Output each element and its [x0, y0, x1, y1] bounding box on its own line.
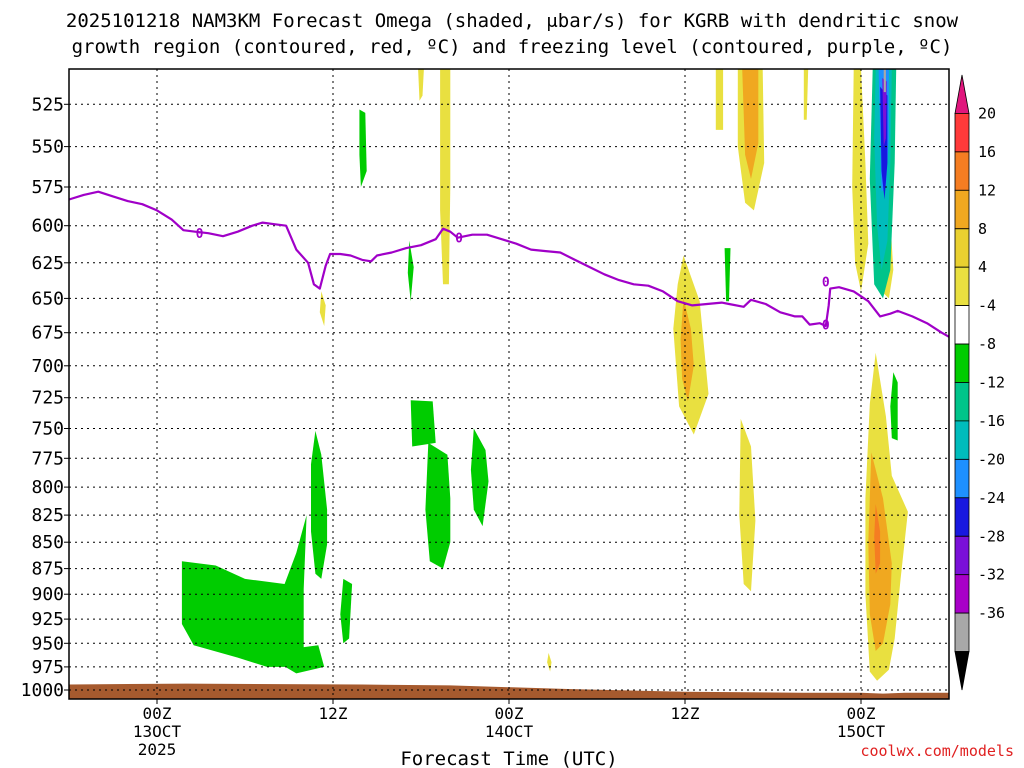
colorbar-bin	[954, 151, 970, 191]
colorbar-label: -8	[978, 335, 996, 353]
x-axis-label: Forecast Time (UTC)	[400, 748, 617, 768]
omega-region	[874, 504, 881, 574]
omega-region	[410, 400, 436, 447]
y-tick-label: 675	[31, 323, 64, 344]
y-tick-label: 775	[31, 448, 64, 469]
omega-region	[359, 109, 367, 187]
colorbar-label: 4	[978, 258, 987, 276]
colorbar-bin	[954, 420, 970, 460]
omega-region	[883, 69, 886, 93]
omega-region	[742, 69, 759, 179]
omega-region	[724, 248, 731, 302]
y-tick-label: 825	[31, 505, 64, 526]
omega-region	[407, 240, 414, 302]
colorbar-bin	[954, 535, 970, 576]
ground-fill	[69, 683, 949, 699]
omega-region	[882, 78, 887, 147]
freezing-level-label: 0	[455, 232, 463, 247]
colorbar-label: -32	[978, 566, 1005, 584]
y-tick-label: 950	[31, 633, 64, 654]
y-tick-label: 550	[31, 137, 64, 158]
colorbar-label: 16	[978, 143, 996, 161]
plot-area: 0 0 0 0	[68, 68, 950, 700]
colorbar-bin	[954, 189, 970, 230]
y-tick-label: 575	[31, 177, 64, 198]
colorbar-label: -24	[978, 489, 1005, 507]
omega-region	[340, 578, 353, 644]
x-tick-label: 12Z	[671, 704, 700, 723]
x-tick-label: 00Z	[495, 704, 524, 723]
colorbar-label: -16	[978, 412, 1005, 430]
ground-area	[69, 683, 949, 699]
colorbar-cap-bottom	[954, 651, 970, 691]
x-tick-label: 12Z	[319, 704, 348, 723]
colorbar-bin	[954, 343, 970, 383]
colorbar-label: -28	[978, 527, 1005, 545]
colorbar-cap-top	[954, 74, 970, 114]
freezing-level-line	[68, 190, 950, 338]
omega-region	[715, 69, 724, 130]
y-tick-label: 650	[31, 288, 64, 309]
freezing-level-label: 0	[822, 276, 830, 291]
credit-text: coolwx.com/models	[860, 742, 1014, 760]
y-tick-label: 875	[31, 559, 64, 580]
omega-region	[319, 291, 326, 326]
colorbar-bin	[954, 305, 970, 345]
x-tick-date: 14OCT	[485, 722, 534, 741]
y-tick-label: 800	[31, 477, 64, 498]
colorbar: 20 16 12 8 4 -4 -8 -12 -16 -20 -24 -28 -32 -36	[954, 74, 1005, 691]
y-tick-label: 1000	[21, 680, 64, 701]
colorbar-bin	[954, 113, 970, 153]
omega-region	[181, 515, 307, 667]
y-axis: 525 550 575 600 625 650 675 700 725 750 775 800 825 8…	[21, 94, 69, 701]
colorbar-label: -20	[978, 450, 1005, 468]
omega-region	[852, 69, 869, 292]
colorbar-bin	[954, 458, 970, 499]
colorbar-label: 20	[978, 104, 996, 122]
omega-region	[739, 418, 756, 592]
freezing-level-label: 0	[822, 319, 830, 334]
colorbar-bin	[954, 612, 970, 652]
x-tick-date: 15OCT	[837, 722, 886, 741]
x-tick-year: 2025	[138, 740, 177, 759]
y-tick-label: 725	[31, 388, 64, 409]
y-tick-label: 975	[31, 657, 64, 678]
chart-title-line2: growth region (contoured, red, ºC) and f…	[72, 36, 953, 58]
y-tick-label: 925	[31, 609, 64, 630]
x-tick-date: 13OCT	[133, 722, 182, 741]
omega-region	[425, 442, 451, 569]
colorbar-label: 12	[978, 181, 996, 199]
omega-region	[418, 69, 424, 101]
y-tick-label: 625	[31, 253, 64, 274]
omega-region	[470, 428, 489, 527]
y-tick-label: 750	[31, 419, 64, 440]
freezing-level-label: 0	[196, 227, 204, 242]
colorbar-label: -36	[978, 604, 1005, 622]
y-tick-label: 600	[31, 216, 64, 237]
x-tick-label: 00Z	[847, 704, 876, 723]
colorbar-label: -12	[978, 374, 1005, 392]
grid-lines	[69, 69, 949, 699]
omega-region	[803, 69, 809, 120]
colorbar-label: -4	[978, 297, 996, 315]
colorbar-bin	[954, 497, 970, 537]
colorbar-label: 8	[978, 220, 987, 238]
y-tick-label: 525	[31, 94, 64, 115]
chart-title-line1: 2025101218 NAM3KM Forecast Omega (shaded…	[66, 10, 959, 32]
y-tick-label: 700	[31, 356, 64, 377]
omega-region	[680, 298, 694, 402]
omega-region	[274, 645, 325, 674]
omega-region	[890, 372, 898, 441]
y-tick-label: 850	[31, 532, 64, 553]
colorbar-bin	[954, 266, 970, 307]
freezing-level: 0 0 0 0	[68, 190, 950, 338]
colorbar-bin	[954, 382, 970, 422]
colorbar-bin	[954, 574, 970, 614]
x-tick-label: 00Z	[143, 704, 172, 723]
colorbar-bin	[954, 228, 970, 268]
y-tick-label: 900	[31, 584, 64, 605]
